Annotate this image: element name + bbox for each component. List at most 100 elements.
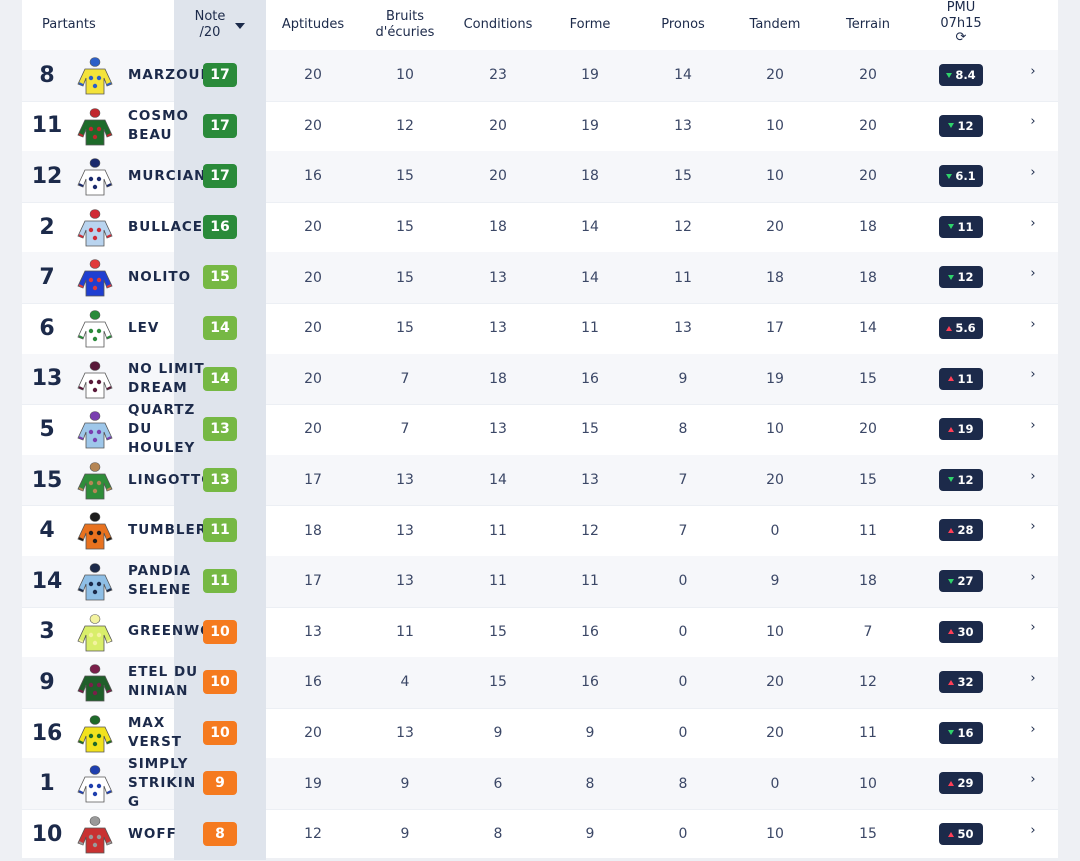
horse-name[interactable]: BULLACE — [128, 218, 204, 235]
chevron-right-icon[interactable]: › — [1030, 114, 1036, 130]
pmu-odds-badge: 30 — [939, 620, 983, 643]
terrain-cell: 18 — [859, 269, 877, 286]
trend-down-icon — [946, 173, 953, 179]
chevron-right-icon[interactable]: › — [1030, 164, 1036, 180]
horse-name[interactable]: NOLITO — [128, 269, 192, 286]
bruits-cell: 15 — [396, 320, 414, 337]
table-row[interactable]: 3GREENWOOD1013111516010730› — [22, 606, 1058, 659]
horse-name[interactable]: WOFF — [128, 825, 177, 842]
header-aptitudes[interactable]: Aptitudes — [267, 0, 359, 50]
table-row[interactable]: 12 MURCIANO17 16 15 20 18 15 10 20 6.1 › — [22, 151, 1058, 203]
table-row[interactable]: 6 LEV 14 20 15 13 11 13 17 14 5.6 › — [22, 303, 1058, 355]
pronos-cell: 7 — [678, 472, 688, 489]
pmu-odds-value: 6.1 — [955, 169, 976, 184]
conditions-cell: 20 — [489, 168, 507, 185]
header-partants: Partants — [42, 0, 122, 50]
runners-table: Partants Note /20 Aptitudes Bruits d'écur… — [22, 0, 1058, 861]
chevron-right-icon[interactable]: › — [1030, 367, 1036, 383]
conditions-cell: 18 — [489, 370, 507, 387]
horse-name[interactable]: PANDIA SELENE — [128, 563, 192, 599]
chevron-right-icon[interactable]: › — [1030, 519, 1036, 535]
chevron-right-icon[interactable]: › — [1030, 468, 1036, 484]
chevron-right-icon[interactable]: › — [1030, 620, 1036, 636]
trend-down-icon — [948, 578, 955, 584]
header-tandem[interactable]: Tandem — [729, 0, 821, 50]
table-row[interactable]: 9 ETEL DU NINIAN 10 16 4 15 16 0 20 12 32 › — [22, 657, 1058, 709]
horse-name[interactable]: LEV — [128, 319, 160, 336]
pmu-odds-badge: 11 — [939, 367, 983, 390]
horse-name[interactable]: LINGOTTO — [128, 471, 208, 488]
table-row[interactable]: 14 PANDIA SELENE 11 17 13 11 11 0 9 18 27 › — [22, 556, 1058, 608]
runner-number: 14 — [31, 568, 63, 594]
aptitudes-cell: 20 — [304, 219, 322, 236]
trend-up-icon — [948, 527, 955, 533]
header-conditions[interactable]: Conditions — [452, 0, 544, 50]
horse-name[interactable]: GREENWOOD — [128, 623, 208, 640]
header-pronos[interactable]: Pronos — [637, 0, 729, 50]
table-row[interactable]: 10 WOFF 8 12 9 8 9 0 10 15 50 › — [22, 809, 1058, 861]
conditions-cell: 20 — [489, 117, 507, 134]
terrain-cell: 20 — [859, 117, 877, 134]
tandem-cell: 20 — [766, 674, 784, 691]
pmu-odds-value: 5.6 — [955, 321, 976, 335]
header-note-sort[interactable]: Note /20 — [174, 0, 266, 50]
jockey-silk-icon — [76, 309, 114, 349]
header-pmu[interactable]: PMU 07h15 ⟳ — [914, 0, 1008, 50]
table-row[interactable]: 11 COSMO BEAU 17 20 12 20 19 13 10 20 12 › — [22, 100, 1058, 153]
chevron-right-icon[interactable]: › — [1030, 417, 1036, 433]
table-row[interactable]: 4 TUMBLER 11 18 13 11 12 7 0 11 28 › — [22, 505, 1058, 557]
aptitudes-cell: 19 — [304, 775, 322, 792]
pmu-odds-badge: 27 — [939, 570, 983, 592]
header-terrain[interactable]: Terrain — [822, 0, 914, 50]
horse-name[interactable]: SIMPLY STRIKING — [128, 756, 197, 811]
horse-name[interactable]: MARZOUK — [128, 66, 208, 83]
terrain-cell: 11 — [859, 725, 877, 742]
table-row[interactable]: 13 NO LIMIT DREAM 14 20 7 18 16 9 19 15 11 › — [22, 353, 1058, 406]
pronos-cell: 0 — [678, 725, 688, 742]
pmu-odds-badge: 12 — [939, 266, 983, 289]
forme-cell: 19 — [581, 67, 599, 84]
horse-name[interactable]: QUARTZ DU HOULEY — [128, 401, 196, 456]
table-row[interactable]: 16 MAX VERST 10 20 13 9 9 0 20 11 16 › — [22, 707, 1058, 760]
table-row[interactable]: 8 MARZOUK 17 20 10 23 19 14 20 20 8.4 › — [22, 50, 1058, 102]
table-row[interactable]: 2 BULLACE 16 20 15 18 14 12 20 18 11 › — [22, 201, 1058, 254]
jockey-silk-icon — [76, 511, 114, 551]
chevron-right-icon[interactable]: › — [1030, 822, 1036, 838]
forme-cell: 16 — [581, 674, 599, 691]
horse-name[interactable]: NO LIMIT DREAM — [128, 360, 205, 396]
chevron-right-icon[interactable]: › — [1030, 569, 1036, 585]
pmu-odds-value: 50 — [957, 827, 974, 841]
terrain-cell: 20 — [859, 168, 877, 185]
horse-name[interactable]: COSMO BEAU — [128, 107, 190, 143]
chevron-right-icon[interactable]: › — [1030, 316, 1036, 332]
chevron-right-icon[interactable]: › — [1030, 215, 1036, 231]
jockey-silk-icon — [76, 562, 114, 602]
jockey-silk-icon — [76, 815, 114, 855]
header-forme[interactable]: Forme — [544, 0, 636, 50]
chevron-right-icon[interactable]: › — [1030, 63, 1036, 79]
chevron-right-icon[interactable]: › — [1030, 670, 1036, 686]
horse-name[interactable]: MAX VERST — [128, 715, 182, 751]
pmu-odds-value: 27 — [957, 574, 974, 588]
aptitudes-cell: 17 — [304, 573, 322, 590]
conditions-cell: 9 — [493, 725, 503, 742]
table-row[interactable]: 7 NOLITO 15 20 15 13 14 11 18 18 12 › — [22, 252, 1058, 304]
chevron-right-icon[interactable]: › — [1030, 772, 1036, 788]
note-badge: 10 — [203, 670, 237, 695]
refresh-icon[interactable]: ⟳ — [955, 30, 967, 45]
pronos-cell: 12 — [674, 219, 692, 236]
horse-name[interactable]: MURCIANO — [128, 167, 208, 184]
tandem-cell: 10 — [766, 826, 784, 843]
chevron-right-icon[interactable]: › — [1030, 721, 1036, 737]
table-row[interactable]: 5 QUARTZ DU HOULEY 13 20 7 13 15 8 10 20 19 › — [22, 401, 1058, 456]
bruits-cell: 7 — [400, 421, 410, 438]
horse-name[interactable]: ETEL DU NINIAN — [128, 664, 199, 700]
table-row[interactable]: 15 LINGOTTO 13 17 13 14 13 7 20 15 12 › — [22, 454, 1058, 507]
jockey-silk-icon — [76, 714, 114, 754]
header-bruits[interactable]: Bruits d'écuries — [359, 0, 451, 50]
horse-name[interactable]: TUMBLER — [128, 522, 208, 539]
header-pmu-time: 07h15 — [940, 16, 982, 31]
jockey-silk-icon — [76, 56, 114, 96]
table-row[interactable]: 1 SIMPLY STRIKING 9 19 9 6 8 8 0 10 29 › — [22, 756, 1058, 811]
chevron-right-icon[interactable]: › — [1030, 266, 1036, 282]
